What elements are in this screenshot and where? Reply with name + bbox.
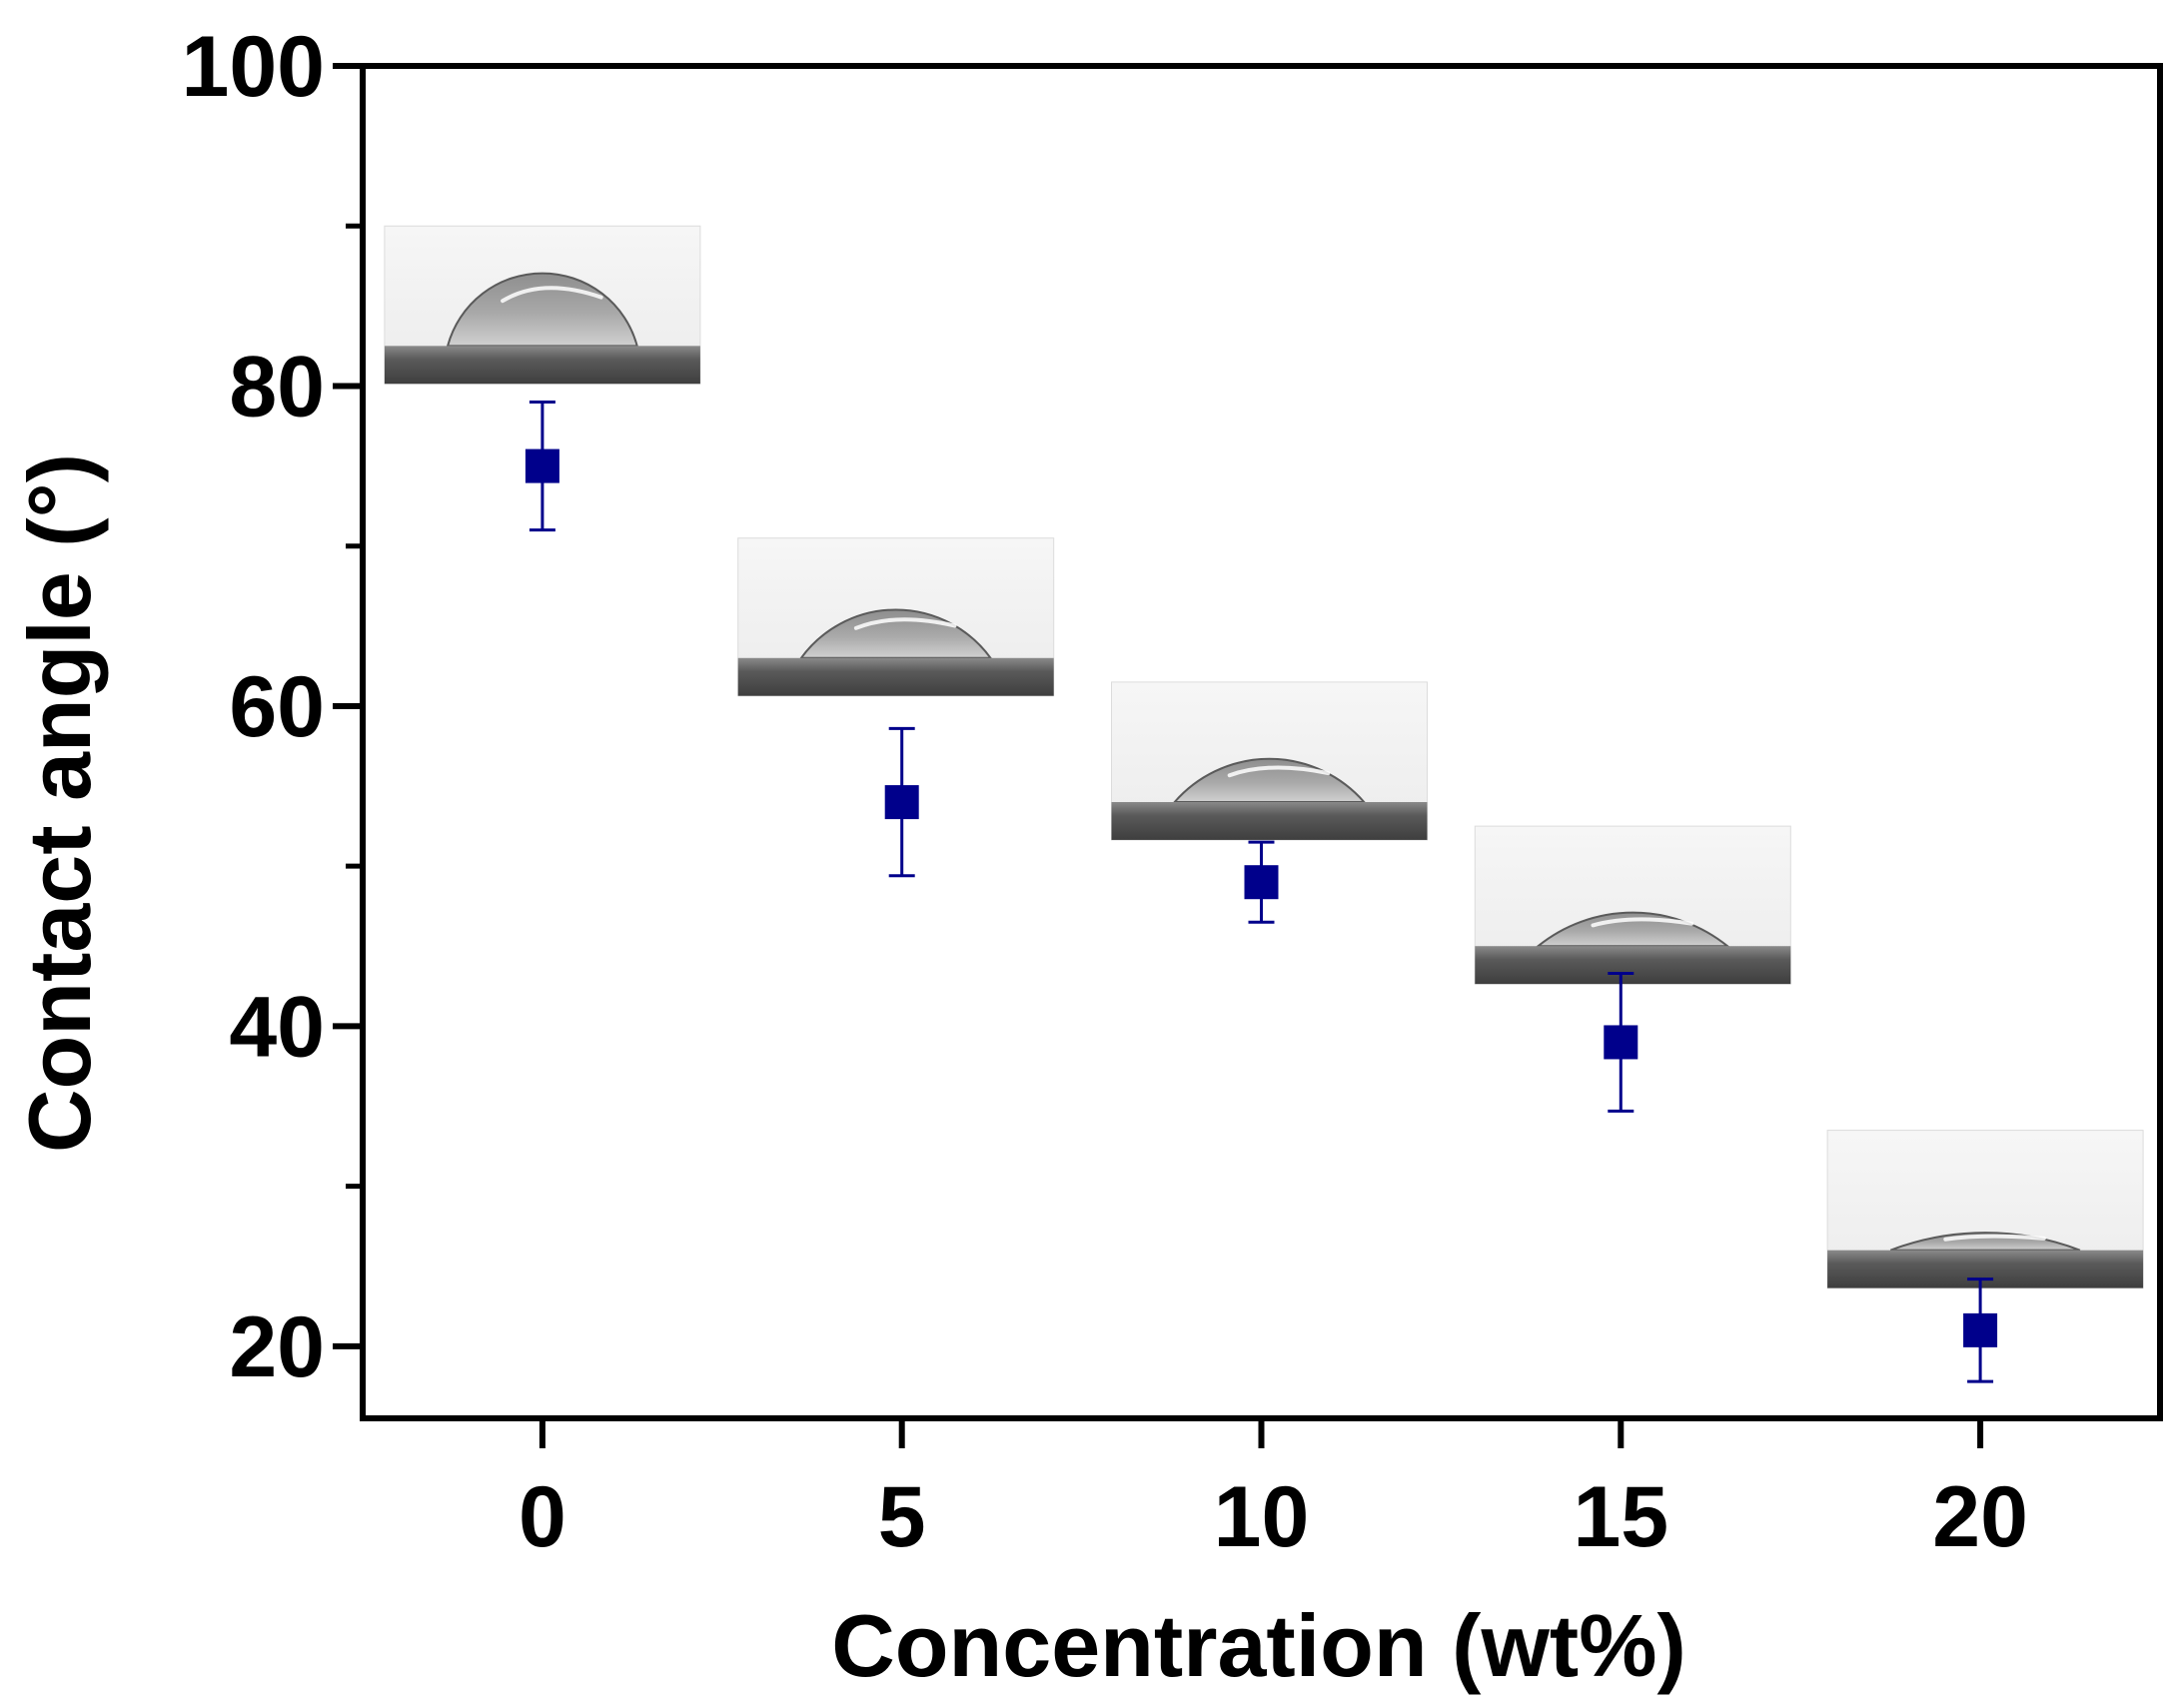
droplet-highlight (1943, 1234, 2046, 1242)
droplet-shape (446, 272, 639, 348)
y-tick-label: 20 (229, 1299, 325, 1395)
y-tick-label: 60 (229, 659, 325, 755)
x-tick-label: 10 (1214, 1469, 1310, 1565)
y-tick-label: 100 (182, 19, 326, 115)
data-point (1963, 1312, 1998, 1347)
y-axis-title: Contact angle (°) (10, 453, 109, 1153)
y-tick-label: 40 (229, 979, 325, 1075)
droplet-image (737, 537, 1055, 697)
substrate (1827, 1250, 2144, 1288)
droplet-highlight (1591, 917, 1694, 928)
x-tick-label: 20 (1932, 1469, 2028, 1565)
x-tick-label: 5 (878, 1469, 926, 1565)
y-tick-label: 80 (229, 339, 325, 434)
droplet-image (1474, 825, 1791, 985)
substrate (737, 657, 1054, 696)
x-axis-title: Concentration (wt%) (831, 1596, 1686, 1695)
droplet-highlight (853, 617, 957, 630)
droplet-image (1111, 681, 1428, 841)
droplet-highlight (1227, 765, 1331, 778)
x-tick-label: 0 (519, 1469, 566, 1565)
droplet-highlight (501, 286, 603, 304)
data-point (884, 785, 919, 820)
x-tick-label: 15 (1573, 1469, 1668, 1565)
substrate (1475, 946, 1791, 985)
data-point (1244, 865, 1279, 900)
data-point (1604, 1025, 1638, 1060)
droplet-image (384, 225, 701, 385)
substrate (1111, 801, 1428, 840)
droplet-image (1826, 1130, 2144, 1289)
data-point (525, 448, 559, 483)
substrate (384, 346, 700, 385)
